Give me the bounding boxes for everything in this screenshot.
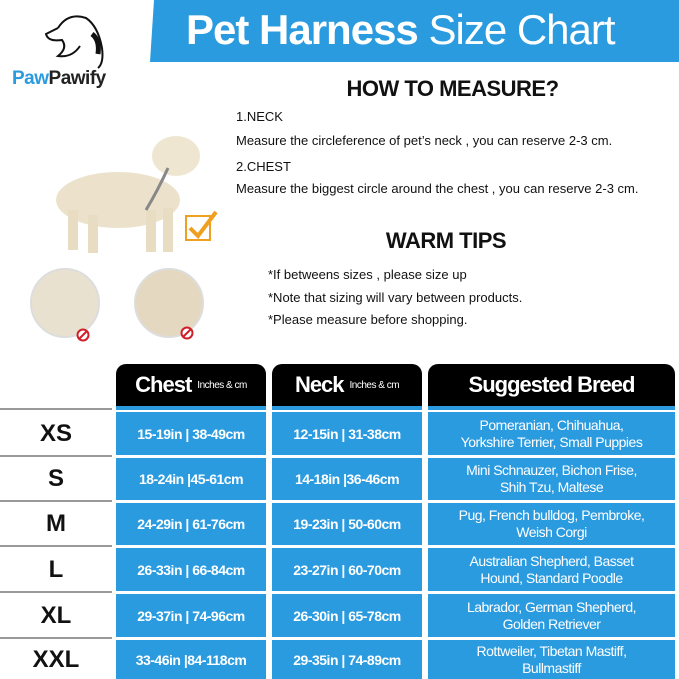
breed-cell: Australian Shepherd, Basset Hound, Standa… [428,548,675,591]
neck-instruction: Measure the circleference of pet’s neck … [236,133,613,148]
column-header-chest: Chest Inches & cm [116,364,266,410]
breed-cell: Pug, French bulldog, Pembroke, Weish Corg… [428,503,675,545]
row-divider [0,545,112,547]
breed-cell: Rottweiler, Tibetan Mastiff, Bullmastiff [428,640,675,679]
tip: *If betweens sizes , please size up [268,267,467,282]
row-divider [0,408,112,410]
brand-logo: PawPawify [12,68,106,89]
chest-instruction: Measure the biggest circle around the ch… [236,181,639,196]
breed-line: Weish Corgi [516,524,587,540]
breed-line: Australian Shepherd, Basset [469,552,634,569]
breed-line: Bullmastiff [522,659,581,676]
breed-line: Hound, Standard Poodle [480,569,623,586]
size-label: M [46,510,66,537]
how-to-measure-heading: HOW TO MEASURE? [346,76,559,101]
breed-cell: Labrador, German Shepherd, Golden Retriev… [428,594,675,637]
tip: *Please measure before shopping. [268,312,468,327]
row-divider [0,591,112,593]
chest-cell: 15-19in | 38-49cm [116,412,266,455]
page-title: Pet Harness Size Chart [186,6,616,53]
chest-cell: 18-24in |45-61cm [116,458,266,500]
size-label: XS [39,419,72,447]
neck-cell: 12-15in | 31-38cm [272,412,422,455]
breed-cell: Mini Schnauzer, Bichon Frise, Shih Tzu, M… [428,458,675,500]
prohibited-icon [180,326,194,340]
dog-photo [56,136,200,253]
neck-cell: 19-23in | 50-60cm [272,503,422,545]
breed-line: Golden Retriever [502,615,601,632]
tip: *Note that sizing will vary between prod… [268,290,523,305]
dog-photo-wrong-2 [134,268,204,338]
breed-line: Shih Tzu, Maltese [499,479,604,495]
warm-tips-heading: WARM TIPS [385,228,507,253]
dog-photo-wrong-1 [30,268,100,338]
neck-cell: 14-18in |36-46cm [272,458,422,500]
column-header-breed: Suggested Breed [428,364,675,410]
breed-line: Rottweiler, Tibetan Mastiff, [476,642,627,659]
size-label: S [47,465,64,492]
chest-cell: 33-46in |84-118cm [116,640,266,679]
neck-cell: 29-35in | 74-89cm [272,640,422,679]
row-divider [0,500,112,502]
checkmark-icon [185,210,218,241]
breed-line: Yorkshire Terrier, Small Puppies [460,433,643,450]
breed-line: Labrador, German Shepherd, [466,598,637,615]
row-divider [0,637,112,639]
breed-line: Mini Schnauzer, Bichon Frise, [466,462,637,478]
title-banner [150,0,679,62]
chest-label: 2.CHEST [236,159,291,174]
breed-line: Pug, French bulldog, Pembroke, [458,507,645,523]
chest-cell: 24-29in | 61-76cm [116,503,266,545]
breed-line: Pomeranian, Chihuahua, [479,416,624,433]
prohibited-icon [76,328,90,342]
chest-cell: 26-33in | 66-84cm [116,548,266,591]
neck-label: 1.NECK [236,109,283,124]
size-label: L [48,555,64,583]
neck-cell: 26-30in | 65-78cm [272,594,422,637]
column-header-neck: Neck Inches & cm [272,364,422,410]
chest-cell: 29-37in | 74-96cm [116,594,266,637]
size-label: XL [40,601,72,629]
dog-logo-icon [44,15,104,69]
breed-cell: Pomeranian, Chihuahua, Yorkshire Terrier,… [428,412,675,455]
neck-cell: 23-27in | 60-70cm [272,548,422,591]
size-label: XXL [32,645,80,673]
row-divider [0,455,112,457]
